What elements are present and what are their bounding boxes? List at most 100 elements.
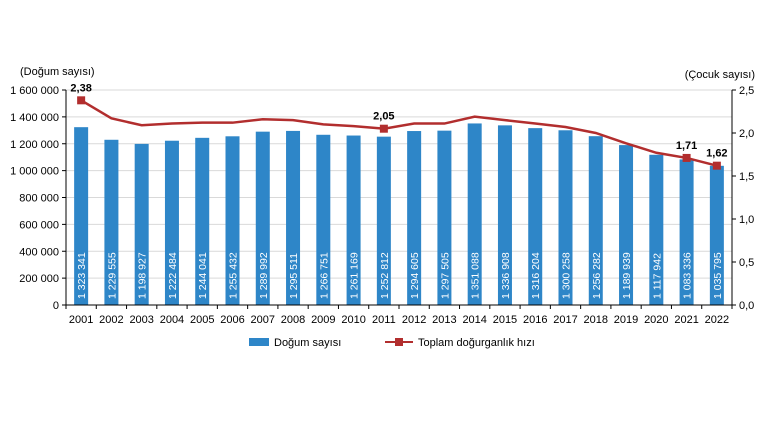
line-series: 2,38 2,05 1,71 1,62: [70, 82, 728, 170]
right-tick-label: 0,0: [739, 300, 754, 312]
left-tick-label: 1 000 000: [10, 166, 59, 178]
line-point-label: 1,62: [706, 148, 727, 160]
bar-value-label: 1 222 484: [167, 252, 179, 299]
x-tick-label: 2012: [402, 314, 426, 326]
x-tick-label: 2011: [372, 314, 396, 326]
x-tick-label: 2013: [432, 314, 456, 326]
x-tick-label: 2005: [190, 314, 214, 326]
line-marker: [379, 124, 388, 133]
line-point-label: 1,71: [676, 140, 697, 152]
x-tick-label: 2002: [99, 314, 123, 326]
bar-value-labels: 1 323 341 1 229 555 1 198 927 1 222 484 1 24…: [76, 252, 724, 299]
right-tick-label: 2,5: [739, 85, 754, 97]
right-tick-label: 2,0: [739, 128, 754, 140]
left-tick-label: 0: [53, 300, 59, 312]
bar-value-label: 1 198 927: [137, 252, 149, 299]
left-tick-label: 1 600 000: [10, 85, 59, 97]
legend-line-marker: [395, 338, 403, 346]
axes: 0 200 000 400 000 600 000 800 000 1 000 000 1 …: [10, 85, 754, 326]
x-tick-label: 2003: [129, 314, 153, 326]
bar: [346, 135, 361, 305]
x-tick-label: 2017: [553, 314, 577, 326]
bar: [225, 136, 240, 305]
bar-value-label: 1 300 258: [561, 252, 573, 299]
bar: [437, 130, 452, 305]
left-tick-label: 1 200 000: [10, 139, 59, 151]
x-tick-label: 2008: [281, 314, 305, 326]
left-axis-title: (Doğum sayısı): [20, 66, 95, 78]
bar-value-label: 1 035 795: [712, 252, 724, 299]
bar: [195, 137, 210, 305]
bar-value-label: 1 323 341: [76, 252, 88, 299]
bar-value-label: 1 336 908: [500, 252, 512, 299]
right-tick-label: 0,5: [739, 257, 754, 269]
left-tick-label: 600 000: [19, 219, 59, 231]
legend-line-label: Toplam doğurganlık hızı: [418, 337, 535, 349]
bar: [316, 134, 331, 305]
bar-value-label: 1 294 605: [409, 252, 421, 299]
x-tick-label: 2006: [220, 314, 244, 326]
bar-value-label: 1 189 939: [621, 252, 633, 299]
x-tick-label: 2004: [160, 314, 184, 326]
bar: [104, 139, 119, 305]
x-tick-label: 2015: [493, 314, 517, 326]
x-tick-label: 2009: [311, 314, 335, 326]
legend-bar-label: Doğum sayısı: [274, 337, 341, 349]
bar-value-label: 1 255 432: [228, 252, 240, 299]
left-tick-label: 800 000: [19, 193, 59, 205]
bar: [164, 140, 179, 305]
line-point-label: 2,05: [373, 111, 394, 123]
right-axis-title: (Çocuk sayısı): [685, 69, 755, 81]
left-tick-label: 400 000: [19, 246, 59, 258]
right-tick-label: 1,0: [739, 214, 754, 226]
x-tick-label: 2020: [644, 314, 668, 326]
bar-value-label: 1 117 942: [651, 253, 663, 299]
x-tick-label: 2001: [69, 314, 93, 326]
bar: [467, 123, 482, 306]
bar: [74, 127, 89, 305]
bar-value-label: 1 295 511: [288, 253, 300, 299]
bar: [679, 159, 694, 305]
bar-value-label: 1 297 505: [439, 252, 451, 299]
bar-value-label: 1 229 555: [106, 252, 118, 299]
line-marker: [77, 96, 86, 105]
bar-value-label: 1 351 088: [470, 252, 482, 299]
fertility-line: [80, 99, 718, 167]
bar: [588, 136, 603, 305]
x-tick-label: 2016: [523, 314, 547, 326]
bar-value-label: 1 083 336: [682, 252, 694, 299]
bar: [255, 131, 270, 305]
legend: Doğum sayısı Toplam doğurganlık hızı: [249, 337, 535, 349]
bar: [407, 131, 422, 305]
x-tick-label: 2019: [614, 314, 638, 326]
legend-bar-swatch: [249, 338, 269, 346]
bar-value-label: 1 266 751: [318, 252, 330, 299]
bar: [619, 145, 634, 305]
left-tick-label: 1 400 000: [10, 112, 59, 124]
bar-value-label: 1 261 169: [349, 252, 361, 299]
x-tick-label: 2022: [705, 314, 729, 326]
bar: [134, 143, 149, 305]
bar: [497, 125, 512, 305]
x-tick-label: 2010: [341, 314, 365, 326]
bar: [709, 165, 724, 305]
x-tick-label: 2018: [584, 314, 608, 326]
bar-value-label: 1 252 812: [379, 252, 391, 299]
bar: [286, 130, 301, 305]
bar: [649, 154, 664, 305]
bar: [376, 136, 391, 305]
bar-series: [74, 123, 724, 306]
bar-value-label: 1 256 282: [591, 252, 603, 299]
x-tick-label: 2014: [462, 314, 486, 326]
line-marker: [682, 153, 691, 162]
right-tick-label: 1,5: [739, 171, 754, 183]
bar-value-label: 1 316 204: [530, 252, 542, 299]
bar-value-label: 1 289 992: [258, 252, 270, 299]
line-marker: [712, 161, 721, 170]
bar: [528, 128, 543, 305]
x-tick-label: 2021: [674, 314, 698, 326]
left-tick-label: 200 000: [19, 273, 59, 285]
bar: [558, 130, 573, 305]
line-point-label: 2,38: [70, 82, 91, 94]
